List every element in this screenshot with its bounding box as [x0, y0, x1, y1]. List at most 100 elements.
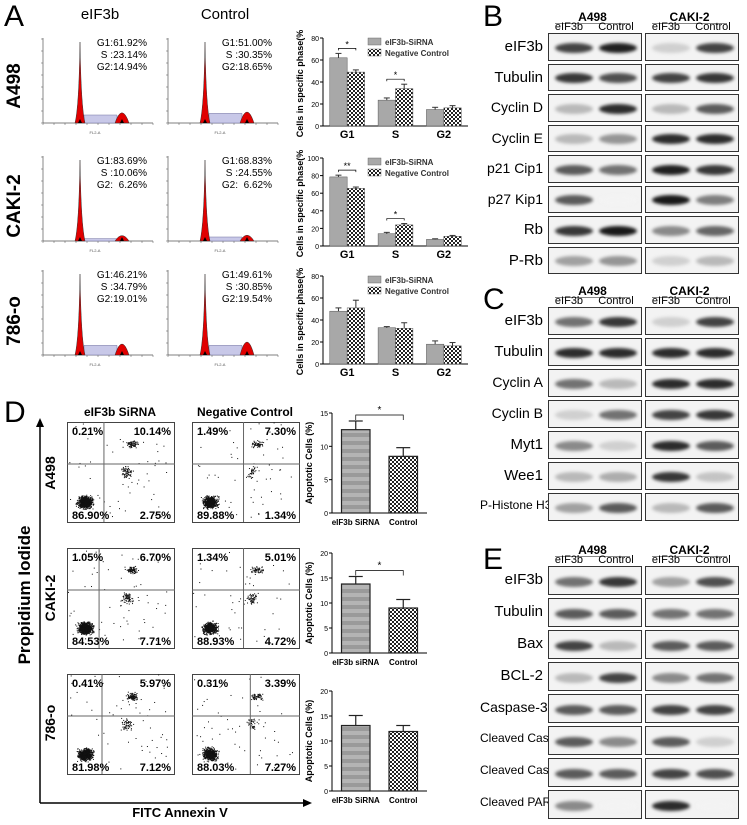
- event-dot: [269, 478, 271, 480]
- event-dot: [278, 628, 280, 630]
- event-dot: [260, 443, 262, 445]
- event-dot: [143, 619, 145, 621]
- event-dot: [210, 628, 212, 630]
- event-dot: [131, 569, 133, 571]
- event-dot: [239, 566, 241, 568]
- event-dot: [83, 752, 85, 754]
- event-dot: [129, 447, 131, 449]
- significance-bracket: [355, 570, 404, 576]
- event-dot: [146, 594, 148, 596]
- event-dot: [199, 465, 201, 467]
- event-dot: [209, 506, 211, 508]
- event-dot: [251, 598, 253, 600]
- stat-value-g1: 61.92%: [113, 38, 147, 49]
- event-dot: [88, 632, 90, 634]
- event-dot: [87, 622, 89, 624]
- event-dot: [126, 727, 128, 729]
- event-dot: [89, 759, 91, 761]
- event-dot: [85, 758, 87, 760]
- event-dot: [90, 626, 92, 628]
- event-dot: [89, 503, 91, 505]
- event-dot: [231, 456, 233, 458]
- event-dot: [89, 504, 91, 506]
- event-dot: [85, 750, 87, 752]
- event-dot: [208, 474, 210, 476]
- event-dot: [143, 486, 145, 488]
- event-dot: [78, 497, 80, 499]
- event-dot: [216, 506, 218, 508]
- event-dot: [212, 625, 214, 627]
- event-dot: [122, 600, 124, 602]
- axis-arrows: [36, 418, 312, 807]
- event-dot: [89, 499, 91, 501]
- event-dot: [251, 469, 253, 471]
- event-dot: [80, 753, 82, 755]
- event-dot: [82, 506, 84, 508]
- significance-mark: *: [394, 210, 398, 220]
- panel-label-b: B: [483, 0, 504, 33]
- y-tick-label: 80: [311, 274, 319, 281]
- event-dot: [82, 498, 84, 500]
- event-dot: [205, 498, 207, 500]
- event-dot: [88, 496, 90, 498]
- event-dot: [203, 631, 205, 633]
- event-dot: [132, 567, 134, 569]
- event-dot: [132, 699, 134, 701]
- event-dot: [161, 753, 163, 755]
- event-dot: [127, 598, 129, 600]
- event-dot: [238, 601, 240, 603]
- event-dot: [127, 741, 129, 743]
- event-dot: [85, 633, 87, 635]
- event-dot: [79, 751, 81, 753]
- event-dot: [90, 629, 92, 631]
- event-dot: [89, 504, 91, 506]
- event-dot: [210, 505, 212, 507]
- event-dot: [212, 500, 214, 502]
- event-dot: [209, 632, 211, 634]
- event-dot: [90, 505, 92, 507]
- event-dot: [94, 675, 96, 677]
- event-dot: [212, 628, 214, 630]
- event-dot: [124, 593, 126, 595]
- event-dot: [133, 586, 135, 588]
- event-dot: [89, 622, 91, 624]
- event-dot: [128, 471, 130, 473]
- event-dot: [79, 626, 81, 628]
- event-dot: [129, 443, 131, 445]
- event-dot: [216, 501, 218, 503]
- event-dot: [136, 568, 138, 570]
- event-dot: [124, 599, 126, 601]
- event-dot: [79, 629, 81, 631]
- event-dot: [109, 505, 111, 507]
- event-dot: [133, 723, 135, 725]
- quadrant-ll-value: 86.90%: [72, 510, 110, 522]
- event-dot: [202, 627, 204, 629]
- event-dot: [87, 749, 89, 751]
- event-dot: [212, 498, 214, 500]
- event-dot: [79, 755, 81, 757]
- event-dot: [127, 597, 129, 599]
- event-dot: [90, 625, 92, 627]
- event-dot: [259, 445, 261, 447]
- event-dot: [85, 748, 87, 750]
- event-dot: [78, 751, 80, 753]
- x-tick-label: G2: [436, 129, 451, 141]
- event-dot: [129, 596, 131, 598]
- g2-marker-icon: [245, 237, 249, 241]
- event-dot: [217, 499, 219, 501]
- event-dot: [206, 632, 208, 634]
- event-dot: [212, 623, 214, 625]
- event-dot: [133, 566, 135, 568]
- event-dot: [253, 598, 255, 600]
- event-dot: [128, 442, 130, 444]
- event-dot: [86, 633, 88, 635]
- event-dot: [127, 721, 129, 723]
- event-dot: [258, 470, 260, 472]
- event-dot: [214, 474, 216, 476]
- event-dot: [82, 755, 84, 757]
- event-dot: [202, 498, 204, 500]
- bar: [443, 107, 462, 127]
- event-dot: [210, 629, 212, 631]
- event-dot: [120, 626, 122, 628]
